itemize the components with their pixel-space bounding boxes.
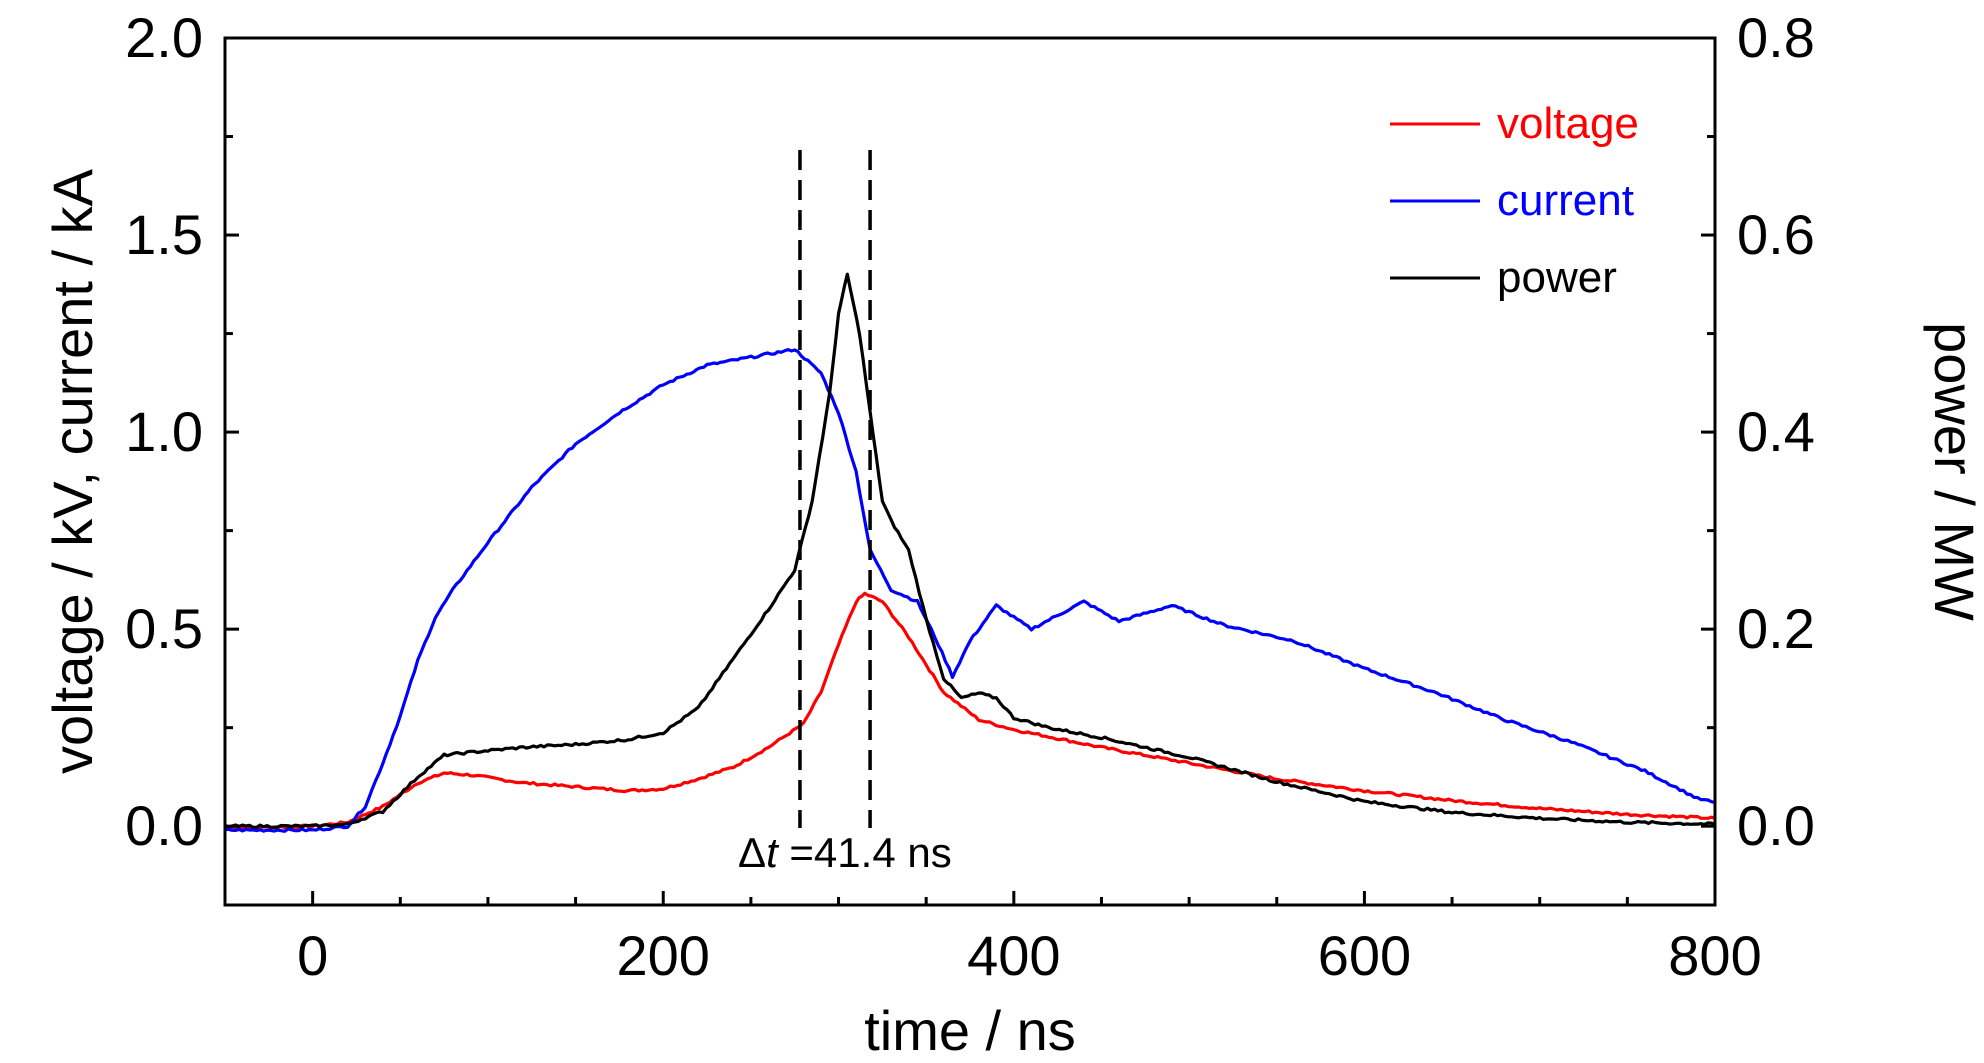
vline-layer	[798, 150, 872, 828]
y-axis-title: voltage / kV, current / kA	[41, 168, 104, 774]
y-tick-label: 0.5	[125, 597, 203, 660]
legend: voltage current power	[1390, 99, 1639, 302]
y-tick-label: 0.0	[125, 794, 203, 857]
x-axis-title: time / ns	[864, 999, 1076, 1062]
legend-current-label: current	[1497, 176, 1634, 225]
label-layer: 0 200 400 600 800 0.0 0.5 1.0 1.5 2.0 0.0 0.2 0.4 0.6…	[125, 6, 1815, 987]
x-tick-label: 800	[1668, 924, 1761, 987]
y2-tick-label: 0.6	[1737, 203, 1815, 266]
legend-power-label: power	[1497, 253, 1617, 302]
delta-t-annotation: Δt =41.4 ns	[738, 829, 952, 876]
y2-tick-label: 0.2	[1737, 597, 1815, 660]
y2-tick-label: 0.4	[1737, 400, 1815, 463]
x-tick-label: 200	[617, 924, 710, 987]
series-power-line	[224, 272, 1716, 830]
tick-layer	[223, 36, 1717, 905]
y2-tick-label: 0.8	[1737, 6, 1815, 69]
plot-frame	[223, 36, 1717, 907]
legend-voltage-label: voltage	[1497, 99, 1639, 148]
delta-symbol: Δ	[738, 829, 766, 876]
y2-axis-title: power / MW	[1923, 322, 1984, 621]
x-tick-label: 600	[1318, 924, 1411, 987]
delta-t-value: =41.4 ns	[778, 829, 952, 876]
series-voltage-line	[224, 591, 1716, 831]
y-tick-label: 1.0	[125, 400, 203, 463]
series-layer	[224, 272, 1716, 833]
y-tick-label: 2.0	[125, 6, 203, 69]
series-current-line	[224, 348, 1716, 833]
y2-tick-label: 0.0	[1737, 794, 1815, 857]
y-tick-label: 1.5	[125, 203, 203, 266]
x-tick-label: 400	[967, 924, 1060, 987]
x-tick-label: 0	[297, 924, 328, 987]
t-symbol: t	[766, 829, 780, 876]
